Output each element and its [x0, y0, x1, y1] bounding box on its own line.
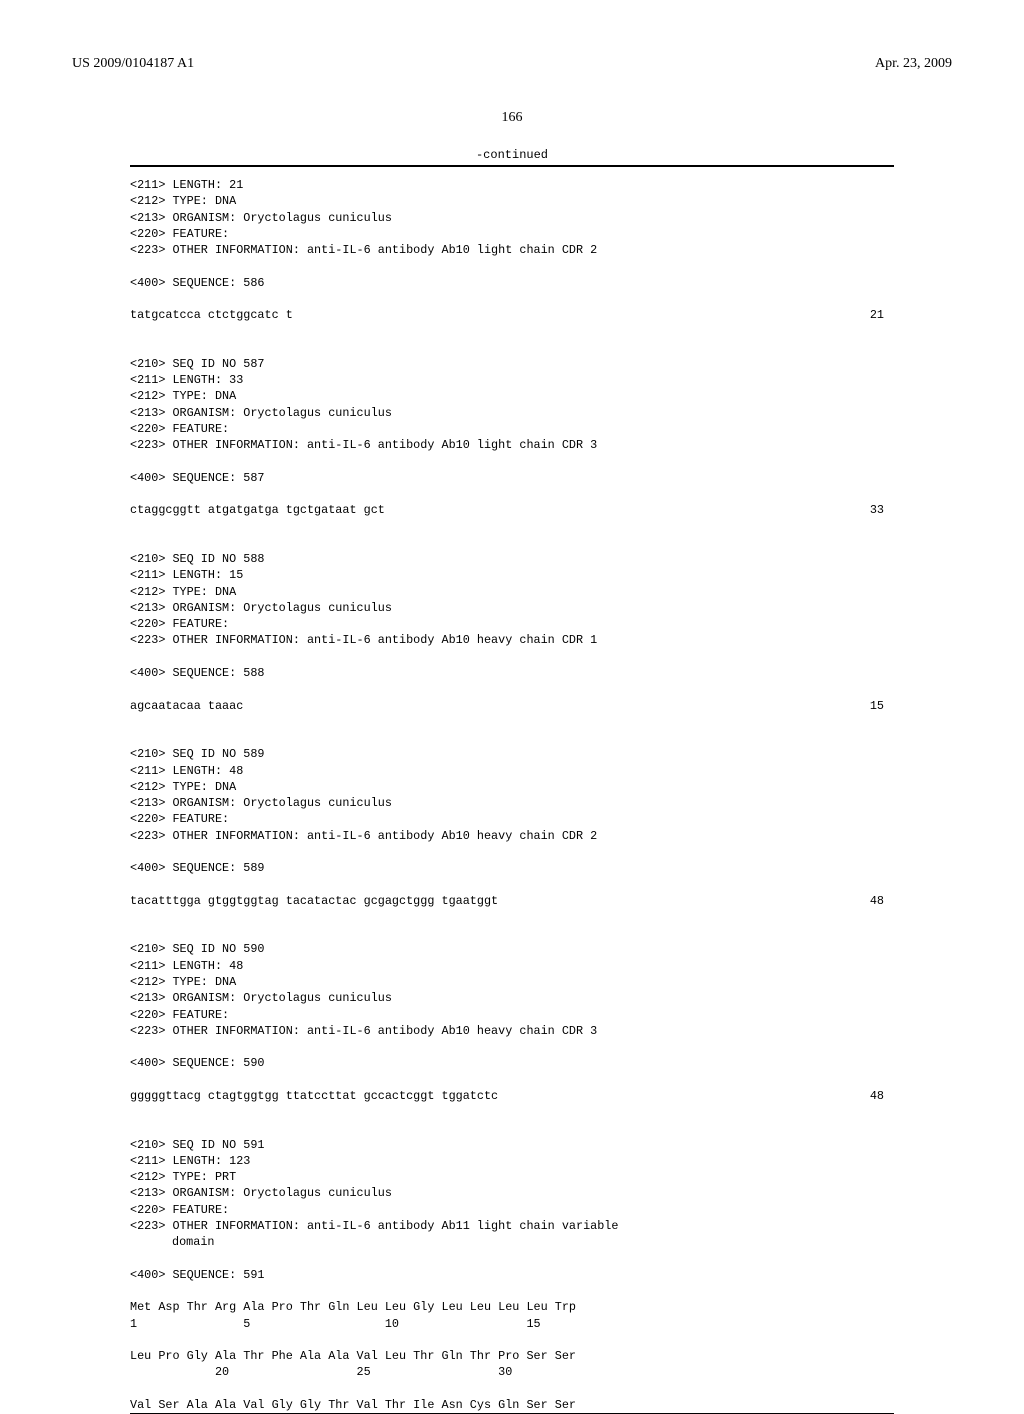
blank [130, 535, 894, 551]
sequence-label: <400> SEQUENCE: 587 [130, 470, 894, 486]
blank [130, 876, 894, 892]
blank [130, 1039, 894, 1055]
protein-sequence-row: Leu Pro Gly Ala Thr Phe Ala Ala Val Leu … [130, 1348, 894, 1364]
blank [130, 1120, 894, 1136]
protein-position-row: 1 5 10 15 [130, 1316, 894, 1332]
meta-line: <211> LENGTH: 33 [130, 372, 894, 388]
meta-line: <212> TYPE: DNA [130, 974, 894, 990]
meta-line: <223> OTHER INFORMATION: anti-IL-6 antib… [130, 828, 894, 844]
meta-line: <223> OTHER INFORMATION: anti-IL-6 antib… [130, 632, 894, 648]
blank [130, 519, 894, 535]
sequence-row: tacatttgga gtggtggtag tacatactac gcgagct… [130, 893, 894, 909]
publication-date: Apr. 23, 2009 [875, 56, 952, 72]
sequence-label: <400> SEQUENCE: 591 [130, 1267, 894, 1283]
blank [130, 1381, 894, 1397]
meta-line: <210> SEQ ID NO 588 [130, 551, 894, 567]
protein-sequence-row: Val Ser Ala Ala Val Gly Gly Thr Val Thr … [130, 1397, 894, 1413]
blank [130, 454, 894, 470]
sequence-text: tacatttgga gtggtggtag tacatactac gcgagct… [130, 893, 498, 909]
blank [130, 486, 894, 502]
continued-label: -continued [130, 148, 894, 162]
meta-line: <223> OTHER INFORMATION: anti-IL-6 antib… [130, 437, 894, 453]
publication-number: US 2009/0104187 A1 [72, 56, 194, 72]
meta-line: <213> ORGANISM: Oryctolagus cuniculus [130, 990, 894, 1006]
meta-line: <213> ORGANISM: Oryctolagus cuniculus [130, 600, 894, 616]
meta-line: <220> FEATURE: [130, 1007, 894, 1023]
meta-line: <211> LENGTH: 48 [130, 958, 894, 974]
meta-line: <211> LENGTH: 21 [130, 177, 894, 193]
blank [130, 649, 894, 665]
sequence-label: <400> SEQUENCE: 589 [130, 860, 894, 876]
sequence-row: tatgcatcca ctctggcatc t 21 [130, 307, 894, 323]
page-number: 166 [0, 110, 1024, 126]
meta-line: <220> FEATURE: [130, 811, 894, 827]
sequence-length: 48 [870, 893, 894, 909]
blank [130, 1332, 894, 1348]
meta-line: <213> ORGANISM: Oryctolagus cuniculus [130, 405, 894, 421]
sequence-label: <400> SEQUENCE: 590 [130, 1055, 894, 1071]
page-header: US 2009/0104187 A1 Apr. 23, 2009 [0, 0, 1024, 72]
meta-line: <211> LENGTH: 15 [130, 567, 894, 583]
blank [130, 1104, 894, 1120]
sequence-label: <400> SEQUENCE: 586 [130, 275, 894, 291]
protein-sequence-row: Met Asp Thr Arg Ala Pro Thr Gln Leu Leu … [130, 1299, 894, 1315]
blank [130, 1072, 894, 1088]
meta-line: <220> FEATURE: [130, 421, 894, 437]
meta-line: <212> TYPE: DNA [130, 779, 894, 795]
blank [130, 925, 894, 941]
sequence-text: tatgcatcca ctctggcatc t [130, 307, 293, 323]
blank [130, 258, 894, 274]
sequence-text: ctaggcggtt atgatgatga tgctgataat gct [130, 502, 385, 518]
rule-top [130, 165, 894, 167]
meta-line: <220> FEATURE: [130, 226, 894, 242]
meta-line: <212> TYPE: DNA [130, 193, 894, 209]
meta-line: <213> ORGANISM: Oryctolagus cuniculus [130, 1185, 894, 1201]
blank [130, 291, 894, 307]
blank [130, 844, 894, 860]
sequence-row: ctaggcggtt atgatgatga tgctgataat gct 33 [130, 502, 894, 518]
meta-line: <213> ORGANISM: Oryctolagus cuniculus [130, 795, 894, 811]
sequence-row: agcaatacaa taaac 15 [130, 698, 894, 714]
meta-line: <212> TYPE: PRT [130, 1169, 894, 1185]
meta-line: <220> FEATURE: [130, 616, 894, 632]
meta-line: <212> TYPE: DNA [130, 388, 894, 404]
sequence-length: 33 [870, 502, 894, 518]
blank [130, 1283, 894, 1299]
sequence-length: 48 [870, 1088, 894, 1104]
blank [130, 681, 894, 697]
sequence-length: 21 [870, 307, 894, 323]
blank [130, 1251, 894, 1267]
sequence-label: <400> SEQUENCE: 588 [130, 665, 894, 681]
meta-line-indent: domain [172, 1234, 894, 1250]
meta-line: <212> TYPE: DNA [130, 584, 894, 600]
blank [130, 730, 894, 746]
sequence-text: gggggttacg ctagtggtgg ttatccttat gccactc… [130, 1088, 498, 1104]
blank [130, 323, 894, 339]
meta-line: <223> OTHER INFORMATION: anti-IL-6 antib… [130, 1218, 894, 1234]
sequence-length: 15 [870, 698, 894, 714]
sequence-text: agcaatacaa taaac [130, 698, 243, 714]
meta-line: <210> SEQ ID NO 590 [130, 941, 894, 957]
protein-position-row: 20 25 30 [130, 1364, 894, 1380]
meta-line: <211> LENGTH: 48 [130, 763, 894, 779]
meta-line: <213> ORGANISM: Oryctolagus cuniculus [130, 210, 894, 226]
sequence-row: gggggttacg ctagtggtgg ttatccttat gccactc… [130, 1088, 894, 1104]
blank [130, 714, 894, 730]
meta-line: <210> SEQ ID NO 587 [130, 356, 894, 372]
meta-line: <210> SEQ ID NO 591 [130, 1137, 894, 1153]
sequence-listing: -continued <211> LENGTH: 21<212> TYPE: D… [0, 148, 1024, 1414]
blank [130, 909, 894, 925]
blank [130, 340, 894, 356]
meta-line: <211> LENGTH: 123 [130, 1153, 894, 1169]
meta-line: <220> FEATURE: [130, 1202, 894, 1218]
meta-line: <223> OTHER INFORMATION: anti-IL-6 antib… [130, 1023, 894, 1039]
meta-line: <223> OTHER INFORMATION: anti-IL-6 antib… [130, 242, 894, 258]
meta-line: <210> SEQ ID NO 589 [130, 746, 894, 762]
